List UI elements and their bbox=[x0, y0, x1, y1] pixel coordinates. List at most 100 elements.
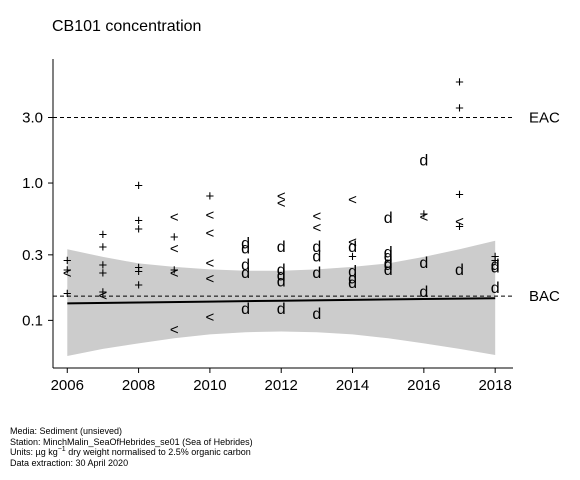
data-point-d: d bbox=[455, 262, 464, 279]
data-point-less-than: < bbox=[277, 195, 286, 212]
data-point-less-than: < bbox=[63, 265, 72, 282]
y-tick-label: 3.0 bbox=[22, 110, 43, 127]
data-point-d: d bbox=[491, 260, 500, 277]
data-point-less-than: < bbox=[277, 188, 286, 205]
data-point-plus: + bbox=[170, 229, 179, 246]
data-point-d: d bbox=[312, 265, 321, 282]
data-point-plus: + bbox=[170, 262, 179, 279]
data-point-plus: + bbox=[134, 277, 143, 294]
data-point-plus: + bbox=[134, 221, 143, 238]
data-point-plus: + bbox=[99, 239, 108, 256]
data-point-less-than: < bbox=[170, 265, 179, 282]
confidence-band bbox=[67, 240, 496, 356]
data-point-d: d bbox=[348, 264, 357, 281]
data-point-less-than: < bbox=[312, 208, 321, 225]
x-tick-label: 2014 bbox=[336, 377, 369, 394]
data-point-less-than: < bbox=[170, 322, 179, 339]
data-point-d: d bbox=[277, 274, 286, 291]
data-point-plus: + bbox=[99, 284, 108, 301]
data-point-plus: + bbox=[99, 226, 108, 243]
y-tick-label: 0.3 bbox=[22, 247, 43, 264]
chart-plot: EAC BAC 0.1 0.3 1.0 3.0 2006 2008 2010 2012 2014 2… bbox=[22, 59, 560, 394]
data-point-less-than: < bbox=[312, 220, 321, 237]
x-tick-label: 2016 bbox=[407, 377, 440, 394]
data-point-d: d bbox=[384, 257, 393, 274]
footer-units: Units: µg kg−1 dry weight normalised to … bbox=[10, 446, 253, 458]
data-point-plus: + bbox=[134, 178, 143, 195]
data-point-d: d bbox=[277, 239, 286, 256]
data-point-plus: + bbox=[206, 188, 215, 205]
data-point-plus: + bbox=[455, 100, 464, 117]
data-point-d: d bbox=[491, 280, 500, 297]
data-point-plus: + bbox=[63, 253, 72, 270]
data-point-plus: + bbox=[455, 74, 464, 91]
data-point-less-than: < bbox=[206, 207, 215, 224]
axes-layer bbox=[52, 59, 513, 369]
data-point-d: d bbox=[241, 301, 250, 318]
data-point-plus: + bbox=[63, 262, 72, 279]
x-tick-label: 2008 bbox=[122, 377, 155, 394]
data-point-d: d bbox=[384, 262, 393, 279]
chart-title: CB101 concentration bbox=[52, 18, 202, 35]
footer-extraction: Data extraction: 30 April 2020 bbox=[10, 457, 129, 468]
data-point-less-than: < bbox=[206, 225, 215, 242]
data-point-d: d bbox=[277, 301, 286, 318]
data-point-less-than: < bbox=[206, 309, 215, 326]
data-point-less-than: < bbox=[419, 209, 428, 226]
data-point-less-than: < bbox=[348, 234, 357, 251]
y-tick-label: 0.1 bbox=[22, 312, 43, 329]
data-point-less-than: < bbox=[170, 209, 179, 226]
data-point-d: d bbox=[384, 244, 393, 261]
data-point-plus: + bbox=[491, 253, 500, 270]
confidence-band-layer bbox=[67, 240, 496, 356]
data-point-plus: + bbox=[63, 286, 72, 303]
x-tick-label: 2006 bbox=[51, 377, 84, 394]
chart-footer: Media: Sediment (unsieved) Station: Minc… bbox=[10, 426, 253, 468]
data-point-less-than: < bbox=[206, 271, 215, 288]
data-point-d: d bbox=[312, 306, 321, 323]
data-point-plus: + bbox=[134, 212, 143, 229]
x-tick-label: 2012 bbox=[265, 377, 298, 394]
data-point-d: d bbox=[419, 152, 428, 169]
ticks-layer: 0.1 0.3 1.0 3.0 2006 2008 2010 2012 2014 2016 2018 bbox=[22, 110, 512, 394]
data-point-less-than: < bbox=[348, 192, 357, 209]
data-point-plus: + bbox=[99, 257, 108, 274]
data-point-d: d bbox=[241, 265, 250, 282]
footer-units-sup: −1 bbox=[57, 446, 66, 453]
data-point-d: d bbox=[312, 239, 321, 256]
reference-lines-layer: EAC BAC bbox=[53, 110, 560, 305]
data-point-d: d bbox=[419, 255, 428, 272]
data-point-d: d bbox=[348, 271, 357, 288]
data-point-plus: + bbox=[455, 218, 464, 235]
data-point-d: d bbox=[419, 284, 428, 301]
footer-units-suffix: dry weight normalised to 2.5% organic ca… bbox=[65, 447, 251, 457]
x-tick-label: 2018 bbox=[478, 377, 511, 394]
data-point-d: d bbox=[241, 235, 250, 252]
data-point-plus: + bbox=[419, 206, 428, 223]
trend-line bbox=[67, 297, 496, 305]
data-point-plus: + bbox=[134, 264, 143, 281]
data-point-d: d bbox=[348, 275, 357, 292]
data-point-d: d bbox=[277, 262, 286, 279]
footer-station: Station: MinchMalin_SeaOfHebrides_se01 (… bbox=[10, 436, 253, 447]
data-point-plus: + bbox=[99, 265, 108, 282]
data-point-less-than: < bbox=[99, 288, 108, 305]
data-point-less-than: < bbox=[206, 255, 215, 272]
y-tick-label: 1.0 bbox=[22, 175, 43, 192]
data-points-layer: +++<+++++<++++++++<<<<+<<<<<ddddd<<ddddd… bbox=[63, 74, 500, 339]
data-point-d: d bbox=[384, 210, 393, 227]
reference-label-bac: BAC bbox=[529, 288, 560, 305]
reference-label-eac: EAC bbox=[529, 110, 560, 127]
data-point-plus: + bbox=[491, 248, 500, 265]
data-point-d: d bbox=[241, 257, 250, 274]
data-point-plus: + bbox=[455, 186, 464, 203]
footer-media: Media: Sediment (unsieved) bbox=[10, 426, 123, 436]
data-point-d: d bbox=[312, 248, 321, 265]
data-point-d: d bbox=[384, 255, 393, 272]
x-tick-label: 2010 bbox=[193, 377, 226, 394]
data-point-less-than: < bbox=[455, 214, 464, 231]
data-point-d: d bbox=[491, 257, 500, 274]
data-point-d: d bbox=[277, 268, 286, 285]
data-point-d: d bbox=[348, 239, 357, 256]
data-point-plus: + bbox=[348, 248, 357, 265]
